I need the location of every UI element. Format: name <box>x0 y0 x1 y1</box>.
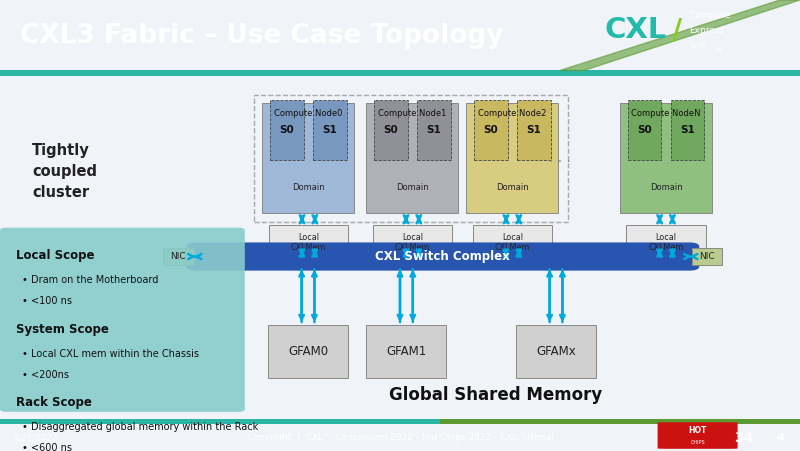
Text: • Disaggregated global memory within the Rack: • Disaggregated global memory within the… <box>22 422 258 432</box>
Text: 4: 4 <box>776 433 784 443</box>
Text: Local
CXLMem: Local CXLMem <box>494 233 530 252</box>
Text: Compute NodeN: Compute NodeN <box>631 109 701 118</box>
FancyBboxPatch shape <box>270 100 304 160</box>
Text: Compute Node0: Compute Node0 <box>274 109 342 118</box>
Text: S0: S0 <box>483 125 498 135</box>
Text: Compute Node1: Compute Node1 <box>378 109 446 118</box>
Text: S0: S0 <box>637 125 652 135</box>
FancyBboxPatch shape <box>658 422 738 449</box>
Text: 34: 34 <box>734 431 754 445</box>
Text: CXL Switch Complex: CXL Switch Complex <box>375 250 510 263</box>
FancyBboxPatch shape <box>418 100 451 160</box>
Text: CXL: CXL <box>604 16 666 44</box>
Text: Compute Node2: Compute Node2 <box>478 109 546 118</box>
FancyBboxPatch shape <box>0 228 245 412</box>
Text: 8/21/2022: 8/21/2022 <box>12 433 58 442</box>
Polygon shape <box>560 0 800 70</box>
Text: Local Scope: Local Scope <box>16 249 94 262</box>
Text: /: / <box>672 16 682 44</box>
Text: S1: S1 <box>426 125 442 135</box>
Text: Tightly
coupled
cluster: Tightly coupled cluster <box>32 143 97 201</box>
Text: Domain: Domain <box>292 183 325 192</box>
Text: Express: Express <box>690 26 725 35</box>
Bar <box>0 419 440 424</box>
Text: GFAMx: GFAMx <box>536 345 576 358</box>
Bar <box>440 419 800 424</box>
Text: Link: Link <box>690 41 707 50</box>
Text: · · ·: · · · <box>549 155 571 169</box>
FancyBboxPatch shape <box>692 249 722 265</box>
Text: • Local CXL mem within the Chassis: • Local CXL mem within the Chassis <box>22 349 199 359</box>
Text: Local
CXLMem: Local CXLMem <box>290 233 326 252</box>
Text: Domain: Domain <box>396 183 429 192</box>
Text: NIC: NIC <box>170 252 186 261</box>
Text: Local
CXLMem: Local CXLMem <box>648 233 684 252</box>
Text: S0: S0 <box>279 125 294 135</box>
FancyBboxPatch shape <box>516 325 596 378</box>
FancyBboxPatch shape <box>628 100 662 160</box>
FancyBboxPatch shape <box>671 100 705 160</box>
Text: S0: S0 <box>383 125 398 135</box>
FancyBboxPatch shape <box>474 100 507 160</box>
Text: Domain: Domain <box>496 183 529 192</box>
FancyBboxPatch shape <box>473 225 552 260</box>
Text: • <200ns: • <200ns <box>22 370 70 380</box>
FancyBboxPatch shape <box>626 225 706 260</box>
Text: S1: S1 <box>526 125 542 135</box>
Text: Domain: Domain <box>650 183 682 192</box>
FancyBboxPatch shape <box>517 100 550 160</box>
FancyBboxPatch shape <box>620 103 712 213</box>
FancyBboxPatch shape <box>314 100 347 160</box>
Text: S1: S1 <box>322 125 338 135</box>
Text: S1: S1 <box>680 125 695 135</box>
Text: Rack Scope: Rack Scope <box>16 396 92 410</box>
Text: Local
CXLMem: Local CXLMem <box>394 233 430 252</box>
Text: • <600 ns: • <600 ns <box>22 443 73 451</box>
Text: Copyright  |  CXL™ Consortium 2022 - Hot Chips 2022 - CXL Tutorial: Copyright | CXL™ Consortium 2022 - Hot C… <box>246 433 554 442</box>
FancyBboxPatch shape <box>466 103 558 213</box>
FancyBboxPatch shape <box>373 225 452 260</box>
FancyBboxPatch shape <box>269 225 348 260</box>
Text: System Scope: System Scope <box>16 323 109 336</box>
FancyBboxPatch shape <box>186 243 699 271</box>
Text: NIC: NIC <box>699 252 715 261</box>
Text: CHIPS: CHIPS <box>690 440 705 445</box>
Text: CXL3 Fabric – Use Case Topology: CXL3 Fabric – Use Case Topology <box>20 23 503 49</box>
Text: GFAM0: GFAM0 <box>288 345 328 358</box>
Text: Global Shared Memory: Global Shared Memory <box>390 387 602 405</box>
FancyBboxPatch shape <box>163 249 194 265</box>
FancyBboxPatch shape <box>374 100 408 160</box>
FancyBboxPatch shape <box>268 325 348 378</box>
FancyBboxPatch shape <box>366 103 458 213</box>
Text: • <100 ns: • <100 ns <box>22 296 73 306</box>
FancyBboxPatch shape <box>366 325 446 378</box>
Text: • Dram on the Motherboard: • Dram on the Motherboard <box>22 275 158 285</box>
Text: GFAM1: GFAM1 <box>386 345 426 358</box>
Text: Compute: Compute <box>690 11 731 20</box>
Text: TM: TM <box>714 48 722 53</box>
FancyBboxPatch shape <box>262 103 354 213</box>
Bar <box>0 70 800 76</box>
Text: HOT: HOT <box>689 426 706 435</box>
